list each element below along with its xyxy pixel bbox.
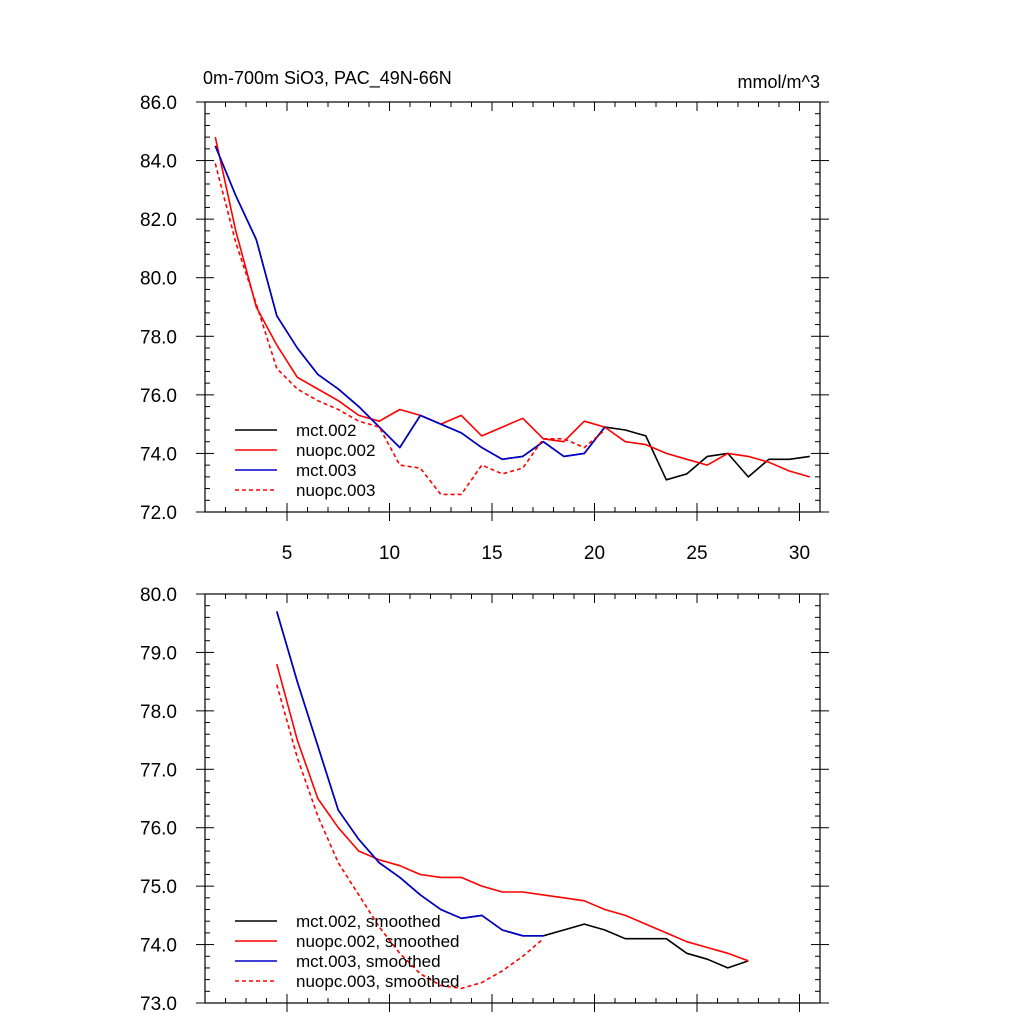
y-tick-label: 78.0 — [140, 702, 177, 723]
y-tick-label: 72.0 — [140, 503, 177, 524]
y-tick-label: 77.0 — [140, 760, 177, 781]
x-tick-label: 20 — [584, 543, 605, 564]
top-axes: 5 10 15 20 25 30 72.0 74.0 76.0 78.0 80.0 82.0 84.0 8… — [140, 93, 829, 564]
chart-title: 0m-700m SiO3, PAC_49N-66N — [203, 68, 452, 89]
y-tick-label: 78.0 — [140, 327, 177, 348]
x-tick-label: 15 — [481, 543, 502, 564]
x-tick-label: 5 — [282, 543, 293, 564]
legend-label: mct.003, smoothed — [296, 952, 441, 971]
y-tick-label: 75.0 — [140, 877, 177, 898]
series-line-nuopc-002 — [214, 136, 811, 478]
y-tick-label: 80.0 — [140, 585, 177, 606]
legend-label: mct.003 — [296, 461, 356, 480]
y-tick-label: 80.0 — [140, 269, 177, 290]
legend-label: mct.002 — [296, 421, 356, 440]
y-tick-label: 86.0 — [140, 93, 177, 114]
bottom-series — [276, 611, 749, 990]
top-panel: 0m-700m SiO3, PAC_49N-66N mmol/m^3 5 10 15… — [140, 68, 829, 564]
y-tick-label: 76.0 — [140, 386, 177, 407]
y-tick-label: 84.0 — [140, 152, 177, 173]
bottom-axes: 73.0 74.0 75.0 76.0 77.0 78.0 79.0 80.0 — [140, 585, 829, 1015]
legend-label: nuopc.003 — [296, 481, 375, 500]
x-tick-label: 30 — [789, 543, 810, 564]
x-tick-label: 25 — [686, 543, 707, 564]
units-label: mmol/m^3 — [738, 72, 820, 92]
x-tick-label: 10 — [379, 543, 400, 564]
series-line-nuopc-002-smoothed — [276, 663, 749, 962]
series-line-mct-003-smoothed — [276, 611, 544, 937]
y-tick-label: 74.0 — [140, 444, 177, 465]
bottom-panel: 73.0 74.0 75.0 76.0 77.0 78.0 79.0 80.0 mct.002… — [140, 585, 829, 1015]
top-series — [214, 136, 811, 496]
y-tick-label: 82.0 — [140, 210, 177, 231]
legend-label: nuopc.002 — [296, 441, 375, 460]
legend-label: mct.002, smoothed — [296, 912, 441, 931]
legend-label: nuopc.003, smoothed — [296, 972, 460, 991]
y-tick-label: 79.0 — [140, 643, 177, 664]
y-tick-label: 73.0 — [140, 994, 177, 1015]
y-tick-label: 76.0 — [140, 819, 177, 840]
legend-label: nuopc.002, smoothed — [296, 932, 460, 951]
y-tick-label: 74.0 — [140, 936, 177, 957]
series-line-nuopc-003 — [214, 163, 606, 496]
